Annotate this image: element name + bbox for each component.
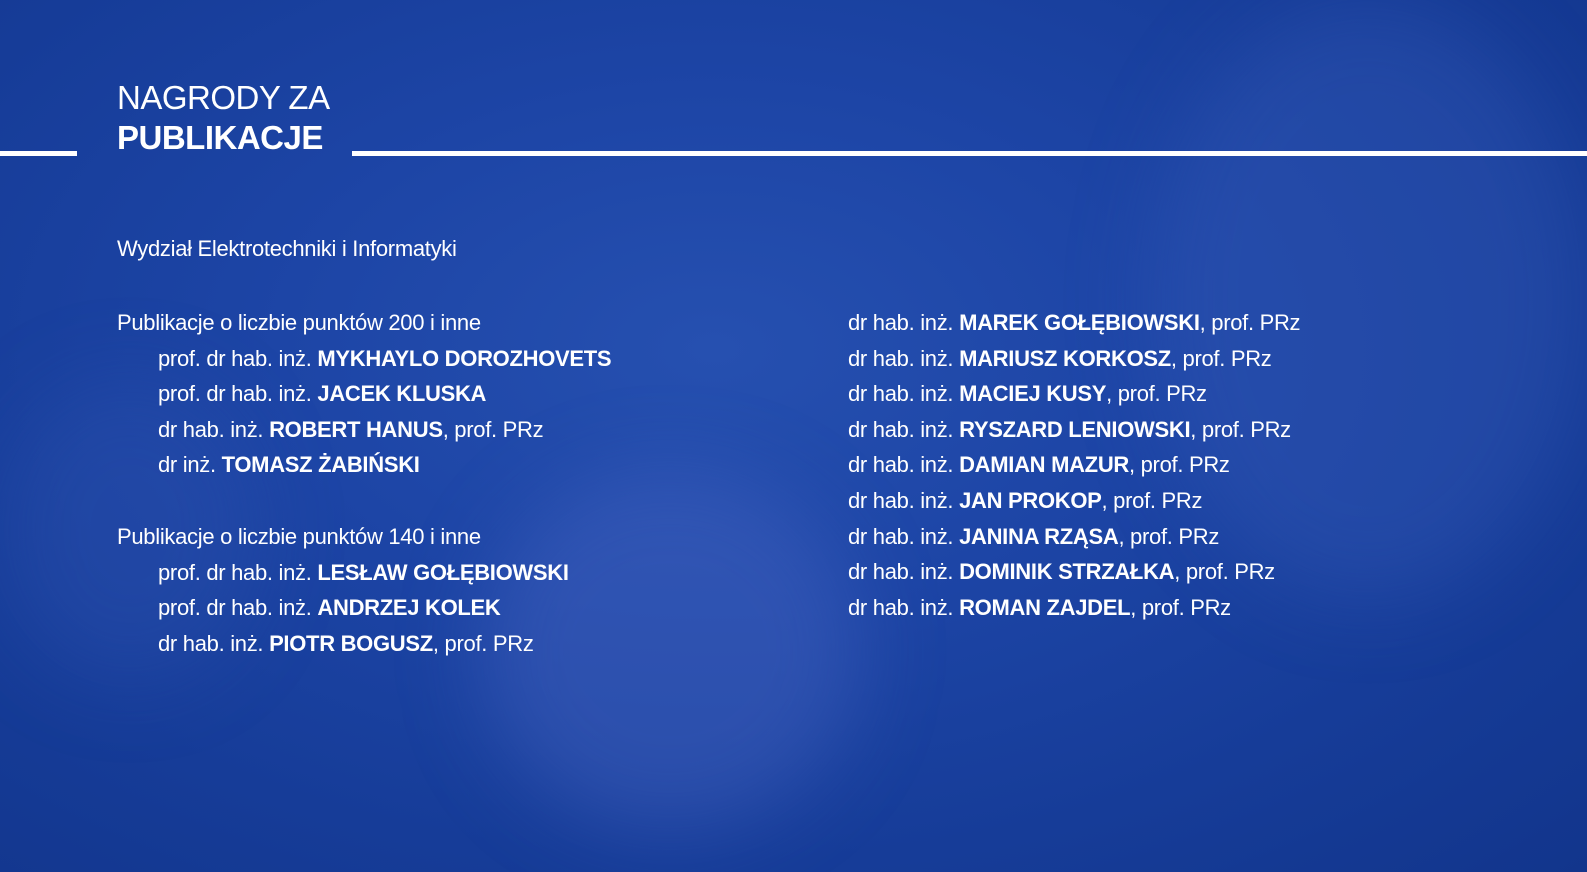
person-name: ROMAN ZAJDEL [959,594,1131,620]
award-entry: dr hab. inż. MAREK GOŁĘBIOWSKI, prof. PR… [848,305,1301,341]
divider-left [0,151,77,156]
background-photo-shade [480,470,860,830]
title-prefix: dr hab. inż. [848,416,960,442]
title-prefix: dr hab. inż. [848,381,960,407]
award-entry: dr hab. inż. RYSZARD LENIOWSKI, prof. PR… [848,412,1300,448]
title-suffix: , prof. PRz [1190,416,1291,442]
title-prefix: dr hab. inż. [848,345,960,371]
title-suffix: , prof. PRz [1199,310,1301,335]
person-name: MARIUSZ KORKOSZ [959,345,1171,371]
award-entry: dr hab. inż. DOMINIK STRZAŁKA, prof. PRz [848,554,1300,590]
title-suffix: , prof. PRz [1118,523,1220,549]
person-name: JACEK KLUSKA [317,381,487,407]
person-name: ROBERT HANUS [269,416,443,442]
group-heading: Publikacje o liczbie punktów 140 i inne [117,524,481,549]
award-entry: dr hab. inż. MACIEJ KUSY, prof. PRz [848,376,1300,412]
title-suffix: , prof. PRz [1101,487,1203,513]
person-name: PIOTR BOGUSZ [269,630,433,656]
award-entry: dr hab. inż. ROBERT HANUS, prof. PRz [117,412,611,448]
title-suffix: , prof. PRz [1170,345,1272,371]
background-photo-shade [1150,0,1587,600]
title-suffix: , prof. PRz [442,416,544,442]
award-entry: dr hab. inż. DAMIAN MAZUR, prof. PRz [848,447,1300,483]
award-entry: prof. dr hab. inż. JACEK KLUSKA [117,376,611,412]
title-line-1: NAGRODY ZA [117,79,330,116]
title-prefix: dr hab. inż. [848,594,960,620]
title-prefix: dr hab. inż. [848,487,960,513]
page-title: NAGRODY ZA PUBLIKACJE [117,78,330,158]
award-entry: dr hab. inż. JAN PROKOP, prof. PRz [848,483,1300,519]
person-name: DOMINIK STRZAŁKA [959,559,1175,585]
award-entry: prof. dr hab. inż. ANDRZEJ KOLEK [117,590,569,626]
award-entry: prof. dr hab. inż. MYKHAYLO DOROZHOVETS [117,341,612,377]
person-name: MAREK GOŁĘBIOWSKI [959,310,1200,335]
title-prefix: dr hab. inż. [158,416,270,442]
group-140: Publikacje o liczbie punktów 140 i inne … [117,519,569,661]
group-heading: Publikacje o liczbie punktów 200 i inne [117,310,481,335]
title-suffix: , prof. PRz [432,630,534,656]
person-name: JAN PROKOP [959,487,1102,513]
title-prefix: prof. dr hab. inż. [158,381,318,407]
person-name: JANINA RZĄSA [959,523,1119,549]
title-prefix: dr hab. inż. [848,559,960,585]
person-name: MYKHAYLO DOROZHOVETS [317,345,612,371]
title-suffix: , prof. PRz [1129,452,1230,478]
title-prefix: prof. dr hab. inż. [158,559,318,585]
person-name: DAMIAN MAZUR [959,452,1129,478]
title-prefix: prof. dr hab. inż. [158,595,318,621]
group-200: Publikacje o liczbie punktów 200 i inne … [117,305,612,483]
title-prefix: dr hab. inż. [848,310,960,335]
person-name: ANDRZEJ KOLEK [317,595,501,621]
person-name: TOMASZ ŻABIŃSKI [221,452,420,478]
title-suffix: , prof. PRz [1106,381,1207,407]
title-suffix: , prof. PRz [1130,594,1231,620]
award-entry: dr inż. TOMASZ ŻABIŃSKI [117,447,611,483]
title-prefix: dr inż. [158,452,222,478]
title-prefix: dr hab. inż. [848,452,960,478]
background-photo-shade [0,380,260,680]
person-name: RYSZARD LENIOWSKI [959,416,1191,442]
award-entry: dr hab. inż. JANINA RZĄSA, prof. PRz [848,519,1300,555]
right-column-list: dr hab. inż. MAREK GOŁĘBIOWSKI, prof. PR… [848,305,1301,626]
award-entry: prof. dr hab. inż. LESŁAW GOŁĘBIOWSKI [117,555,569,591]
person-name: LESŁAW GOŁĘBIOWSKI [317,559,569,585]
department-name: Wydział Elektrotechniki i Informatyki [117,236,457,261]
person-name: MACIEJ KUSY [959,381,1107,407]
title-line-2: PUBLIKACJE [117,119,323,156]
award-entry: dr hab. inż. MARIUSZ KORKOSZ, prof. PRz [848,341,1300,377]
award-entry: dr hab. inż. PIOTR BOGUSZ, prof. PRz [117,626,569,662]
title-suffix: , prof. PRz [1174,559,1275,585]
award-entry: dr hab. inż. ROMAN ZAJDEL, prof. PRz [848,590,1300,626]
title-prefix: prof. dr hab. inż. [158,345,318,371]
title-prefix: dr hab. inż. [158,630,270,656]
title-prefix: dr hab. inż. [848,523,960,549]
divider-right [352,151,1587,156]
